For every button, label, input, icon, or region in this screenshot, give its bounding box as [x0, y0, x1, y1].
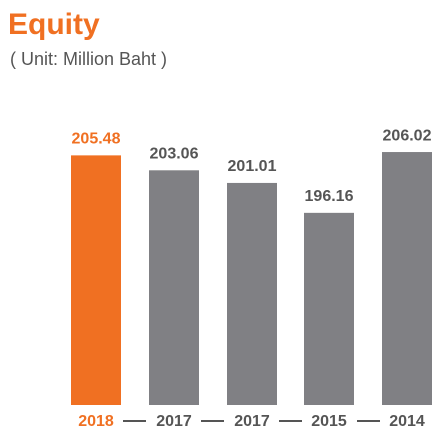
x-tick-label: 2015	[311, 413, 347, 430]
value-label: 196.16	[305, 188, 354, 205]
x-tick-label: 2018	[78, 413, 114, 430]
x-tick-label: 2017	[156, 413, 192, 430]
value-label: 201.01	[228, 158, 277, 175]
value-label: 206.02	[383, 127, 432, 144]
bar	[382, 152, 432, 405]
chart-subtitle: ( Unit: Million Baht )	[10, 49, 167, 69]
value-label: 205.48	[72, 131, 121, 148]
bar	[71, 155, 121, 405]
value-label: 203.06	[150, 146, 199, 163]
bar	[304, 212, 354, 405]
x-tick-label: 2017	[234, 413, 270, 430]
bar	[227, 182, 277, 405]
bar	[149, 170, 199, 405]
x-tick-label: 2014	[389, 413, 425, 430]
chart-title: Equity	[8, 8, 100, 41]
